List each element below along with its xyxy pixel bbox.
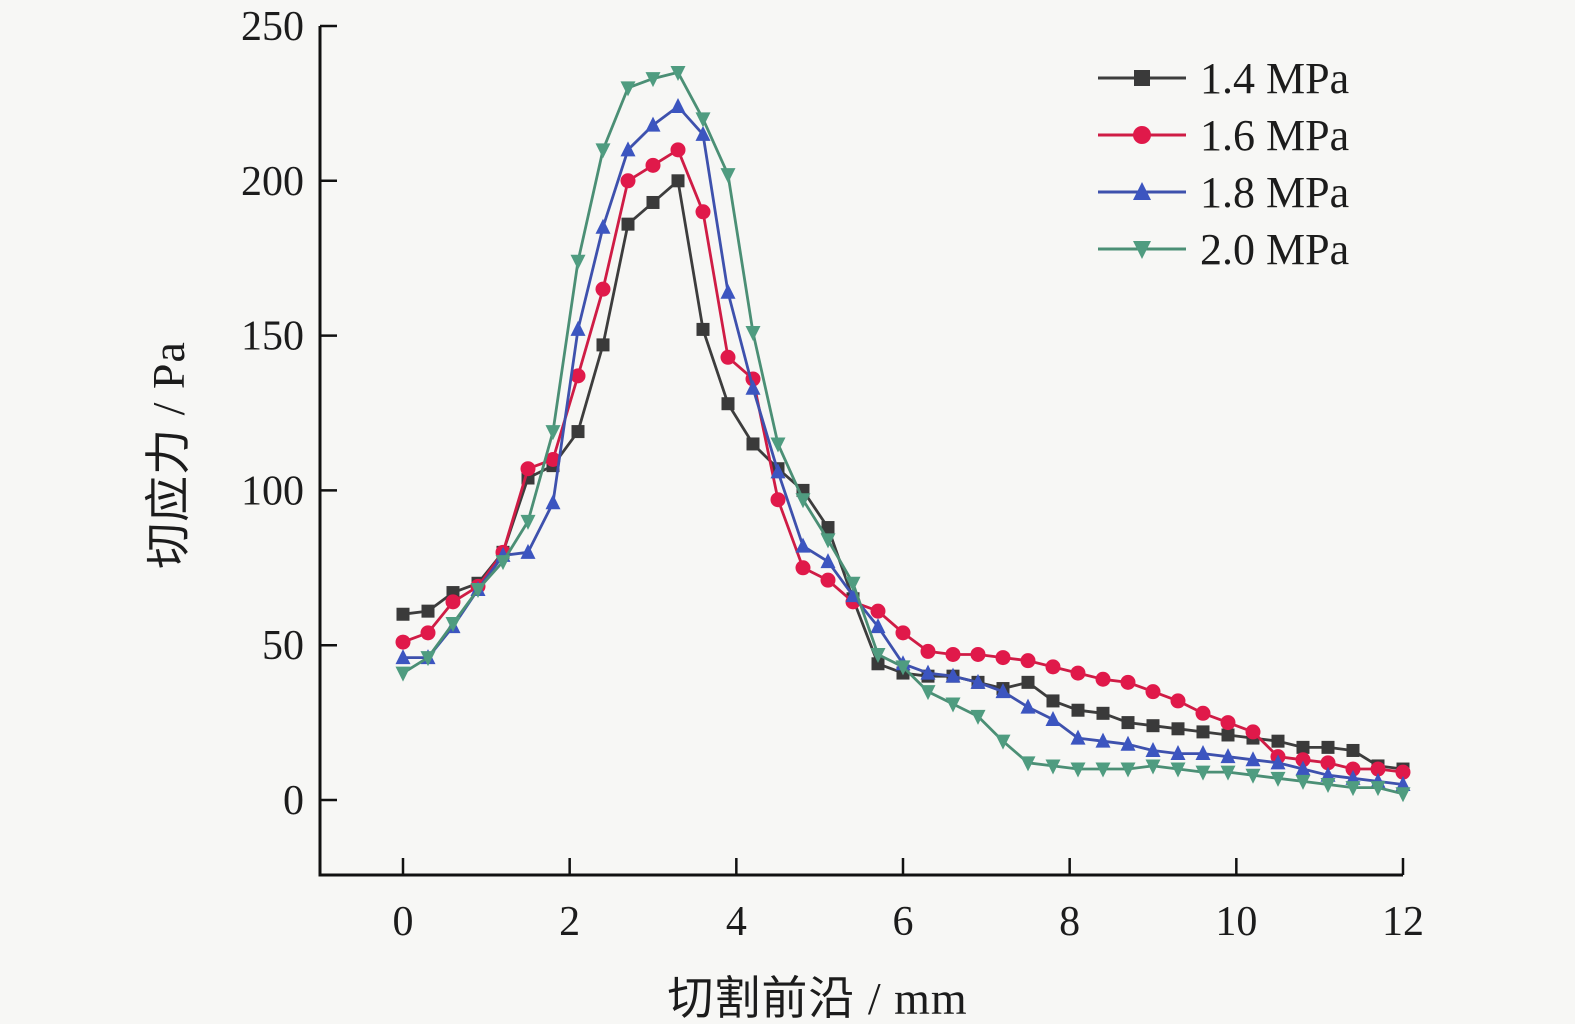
legend-label: 1.4 MPa	[1200, 54, 1349, 103]
y-tick-label: 150	[241, 314, 304, 360]
x-tick-label: 6	[892, 899, 913, 945]
legend-item-0: 1.4 MPa	[1098, 54, 1349, 103]
legend-item-3: 2.0 MPa	[1098, 225, 1349, 274]
y-tick-label: 50	[262, 623, 304, 669]
axes: 0 50 100 150 200 250 0 2 4 6 8 10 12	[241, 4, 1424, 945]
legend-item-1: 1.6 MPa	[1098, 111, 1349, 160]
legend: 1.4 MPa 1.6 MPa 1.8 MPa 2.0 MPa	[1098, 54, 1349, 274]
x-tick-label: 8	[1059, 899, 1080, 945]
series-3	[395, 65, 1411, 803]
y-tick-label: 250	[241, 4, 304, 50]
legend-label: 1.8 MPa	[1200, 168, 1349, 217]
y-tick-label: 100	[241, 468, 304, 514]
x-axis-title: 切割前沿 / mm	[667, 973, 968, 1024]
x-tick-label: 10	[1215, 899, 1257, 945]
x-tick-label: 4	[726, 899, 747, 945]
y-axis-title: 切应力 / Pa	[143, 341, 194, 569]
legend-label: 1.6 MPa	[1200, 111, 1349, 160]
x-tick-label: 12	[1382, 899, 1424, 945]
legend-item-2: 1.8 MPa	[1098, 168, 1349, 217]
x-tick-label: 0	[393, 899, 414, 945]
y-tick-label: 0	[283, 778, 304, 824]
legend-label: 2.0 MPa	[1200, 225, 1349, 274]
y-tick-label: 200	[241, 159, 304, 205]
x-tick-label: 2	[559, 899, 580, 945]
